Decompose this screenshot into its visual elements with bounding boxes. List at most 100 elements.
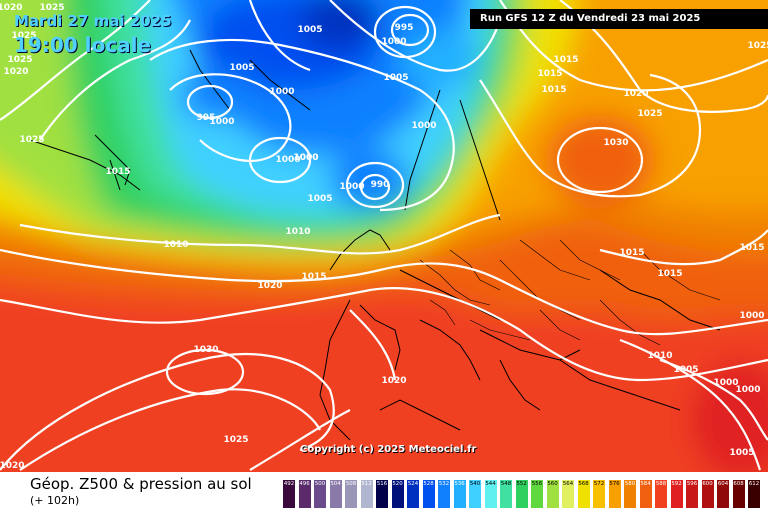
- isobar-label: 1000: [713, 378, 738, 388]
- isobar-label: 1025: [637, 109, 662, 119]
- scale-swatch: 500: [314, 480, 326, 508]
- scale-swatch: 544: [484, 480, 497, 508]
- scale-value-label: 572: [593, 481, 605, 487]
- isobar-label: 1020: [0, 3, 23, 13]
- scale-value-label: 512: [361, 481, 372, 487]
- isobar-label: 1025: [7, 55, 32, 65]
- isobar-label: 1005: [297, 25, 322, 35]
- isobar-label: 1000: [293, 153, 318, 163]
- forecast-date: Mardi 27 mai 2025: [14, 12, 172, 30]
- scale-swatch: 568: [577, 480, 590, 508]
- isobar-label: 1005: [729, 448, 754, 458]
- isobar-label: 1010: [163, 240, 188, 250]
- isobar-label: 1015: [739, 243, 764, 253]
- isobar-label: 1020: [257, 281, 282, 291]
- isobar-label: 1010: [647, 351, 672, 361]
- scale-value-label: 528: [423, 481, 434, 487]
- scale-value-label: 556: [531, 481, 543, 487]
- scale-swatch: 580: [624, 480, 636, 508]
- scale-swatch: 576: [608, 480, 621, 508]
- scale-value-label: 548: [500, 481, 512, 487]
- scale-value-label: 552: [516, 481, 527, 487]
- isobar-label: 1000: [209, 117, 234, 127]
- scale-value-label: 564: [562, 481, 574, 487]
- scale-swatch: 520: [391, 480, 404, 508]
- isobar-label: 1000: [275, 155, 300, 165]
- map-legend-footer: Géop. Z500 & pression au sol (+ 102h) 49…: [0, 472, 768, 512]
- scale-swatch: 496: [298, 480, 311, 508]
- isobar-label: 1020: [3, 67, 28, 77]
- scale-swatch: 588: [655, 480, 667, 508]
- scale-value-label: 504: [330, 481, 341, 487]
- forecast-local-time: 19:00 locale: [14, 33, 151, 57]
- scale-value-label: 576: [609, 481, 620, 487]
- scale-value-label: 536: [454, 481, 465, 487]
- model-run-info: Run GFS 12 Z du Vendredi 23 mai 2025: [470, 9, 768, 29]
- scale-value-label: 540: [469, 481, 481, 487]
- scale-swatch: 556: [531, 480, 543, 508]
- scale-swatch: 572: [593, 480, 605, 508]
- scale-swatch: 492: [283, 480, 295, 508]
- map-title: Géop. Z500 & pression au sol: [30, 475, 252, 493]
- isobar-label: 1005: [383, 73, 408, 83]
- isobar-label: 1020: [0, 461, 25, 471]
- isobar-label: 1010: [285, 227, 310, 237]
- scale-swatch: 596: [686, 480, 698, 508]
- isobar-label: 1015: [301, 272, 326, 282]
- isobar-label: 1030: [603, 138, 628, 148]
- scale-value-label: 600: [702, 481, 713, 487]
- scale-value-label: 580: [624, 481, 636, 487]
- isobar-label: 995: [395, 23, 414, 33]
- isobar-label: 1020: [381, 376, 406, 386]
- scale-swatch: 528: [422, 480, 435, 508]
- scale-swatch: 564: [562, 480, 574, 508]
- forecast-lead-time: (+ 102h): [30, 494, 80, 507]
- isobars: [0, 0, 768, 470]
- scale-swatch: 552: [515, 480, 528, 508]
- isobar-label: 1005: [307, 194, 332, 204]
- scale-swatch: 592: [670, 480, 683, 508]
- scale-value-label: 612: [748, 481, 760, 487]
- scale-value-label: 524: [407, 481, 419, 487]
- scale-value-label: 588: [655, 481, 667, 487]
- scale-swatch: 508: [345, 480, 357, 508]
- isobar-label: 1025: [747, 41, 768, 51]
- isobar-label: 1030: [193, 345, 218, 355]
- isobar-value-labels: 1020 1025 1025 1025 1020 1025 1005 995 1…: [0, 3, 768, 471]
- scale-swatch: 536: [453, 480, 466, 508]
- scale-value-label: 596: [686, 481, 698, 487]
- isobar-label: 1015: [619, 248, 644, 258]
- scale-swatch: 608: [732, 480, 745, 508]
- scale-swatch: 604: [717, 480, 729, 508]
- scale-swatch: 584: [639, 480, 652, 508]
- isobar-label: 1000: [269, 87, 294, 97]
- scale-value-label: 492: [283, 481, 295, 487]
- isobar-label: 995: [197, 113, 216, 123]
- scale-value-label: 496: [299, 481, 310, 487]
- isobar-label: 1015: [657, 269, 682, 279]
- isobar-label: 1020: [623, 89, 648, 99]
- scale-value-label: 508: [345, 481, 357, 487]
- isobar-label: 990: [371, 180, 390, 190]
- isobar-label: 1015: [553, 55, 578, 65]
- isobar-label: 1015: [537, 69, 562, 79]
- isobar-label: 1025: [19, 135, 44, 145]
- scale-swatch: 524: [407, 480, 419, 508]
- scale-value-label: 532: [438, 481, 450, 487]
- isobar-label: 1000: [381, 37, 406, 47]
- scale-swatch: 516: [376, 480, 388, 508]
- isobar-label: 1025: [39, 3, 64, 13]
- isobar-label: 1025: [11, 31, 36, 41]
- isobar-label: 1000: [735, 385, 760, 395]
- isobar-label: 1000: [339, 182, 364, 192]
- isobar-label: 1000: [293, 153, 318, 163]
- scale-value-label: 604: [717, 481, 729, 487]
- scale-swatch: 504: [329, 480, 342, 508]
- scale-swatch: 540: [469, 480, 481, 508]
- scale-value-label: 568: [578, 481, 589, 487]
- scale-swatch: 548: [500, 480, 512, 508]
- scale-swatch: 512: [360, 480, 373, 508]
- scale-value-label: 520: [392, 481, 403, 487]
- scale-value-label: 560: [547, 481, 558, 487]
